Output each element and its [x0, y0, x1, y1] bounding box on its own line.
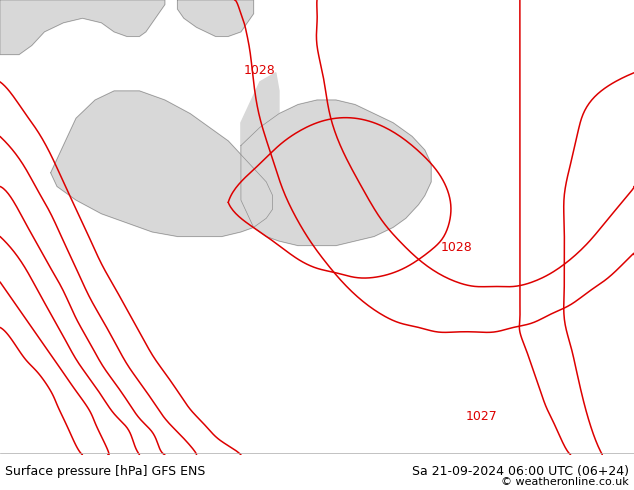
- Text: 1028: 1028: [441, 241, 472, 254]
- Text: 1027: 1027: [466, 410, 498, 422]
- Text: 1028: 1028: [244, 64, 276, 77]
- Polygon shape: [51, 91, 273, 237]
- Text: Sa 21-09-2024 06:00 UTC (06+24): Sa 21-09-2024 06:00 UTC (06+24): [412, 465, 629, 478]
- Polygon shape: [241, 73, 279, 164]
- Text: Surface pressure [hPa] GFS ENS: Surface pressure [hPa] GFS ENS: [5, 465, 205, 478]
- Polygon shape: [178, 0, 254, 36]
- Polygon shape: [241, 100, 431, 245]
- Text: © weatheronline.co.uk: © weatheronline.co.uk: [501, 477, 629, 487]
- Polygon shape: [0, 0, 165, 54]
